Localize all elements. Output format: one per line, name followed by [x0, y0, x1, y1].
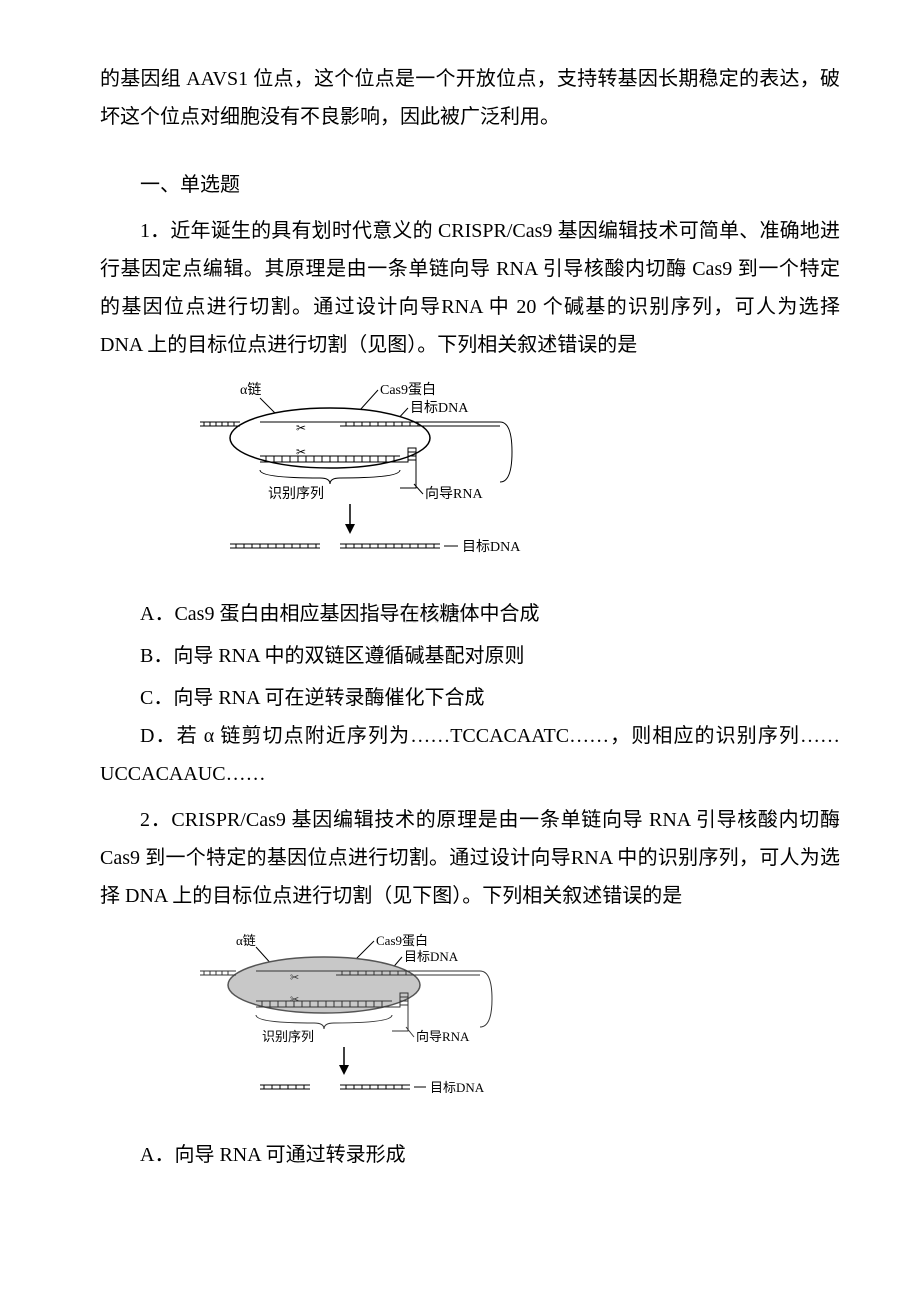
q2-diagram: α链 Cas9蛋白 目标DNA ✂ ✂ 识别序列 向导RNA [200, 929, 840, 1122]
scissor-icon: ✂ [296, 421, 306, 435]
alpha-label: α链 [240, 382, 261, 398]
intro-fragment: 的基因组 AAVS1 位点，这个位点是一个开放位点，支持转基因长期稳定的表达，破… [100, 60, 840, 136]
cas9-label: Cas9蛋白 [380, 382, 436, 398]
target-dna-label-top: 目标DNA [404, 949, 459, 964]
crispr-diagram-2: α链 Cas9蛋白 目标DNA ✂ ✂ 识别序列 向导RNA [200, 929, 520, 1109]
cut-dna-left [260, 1085, 310, 1089]
scissor-icon: ✂ [290, 994, 299, 1006]
recognition-brace-icon [260, 470, 400, 484]
cut-dna-left [230, 544, 320, 548]
q2-stem: 2．CRISPR/Cas9 基因编辑技术的原理是由一条单链向导 RNA 引导核酸… [100, 801, 840, 915]
alpha-label: α链 [236, 933, 256, 948]
q1-option-a: A．Cas9 蛋白由相应基因指导在核糖体中合成 [100, 595, 840, 633]
q1-stem: 1．近年诞生的具有划时代意义的 CRISPR/Cas9 基因编辑技术可简单、准确… [100, 212, 840, 364]
cas9-body-icon [228, 957, 420, 1013]
right-brace-icon [500, 422, 512, 482]
q1-option-d: D．若 α 链剪切点附近序列为……TCCACAATC……，则相应的识别序列……U… [100, 717, 840, 793]
bottom-target-label: 目标DNA [462, 539, 521, 555]
guide-rna-label: 向导RNA [425, 486, 483, 502]
q2-option-a: A．向导 RNA 可通过转录形成 [100, 1136, 840, 1174]
recognition-label: 识别序列 [262, 1029, 314, 1044]
guide-rna-label: 向导RNA [416, 1029, 470, 1044]
bottom-target-label: 目标DNA [430, 1080, 485, 1095]
arrowhead-icon [345, 524, 355, 534]
recognition-brace-icon [256, 1015, 392, 1029]
target-dna-label-top: 目标DNA [410, 400, 469, 416]
arrowhead-icon [339, 1065, 349, 1075]
section-title: 一、单选题 [100, 166, 840, 204]
right-brace-icon [480, 971, 492, 1027]
recognition-label: 识别序列 [268, 486, 324, 502]
q1-option-c: C．向导 RNA 可在逆转录酶催化下合成 [100, 679, 840, 717]
crispr-diagram-1: α链 Cas9蛋白 目标DNA ✂ ✂ [200, 378, 540, 568]
q1-diagram: α链 Cas9蛋白 目标DNA ✂ ✂ [200, 378, 840, 581]
cas9-label: Cas9蛋白 [376, 933, 428, 948]
cut-dna-right [340, 544, 440, 548]
cut-dna-right [340, 1085, 410, 1089]
scissor-icon: ✂ [290, 972, 299, 984]
q1-option-b: B．向导 RNA 中的双链区遵循碱基配对原则 [100, 637, 840, 675]
